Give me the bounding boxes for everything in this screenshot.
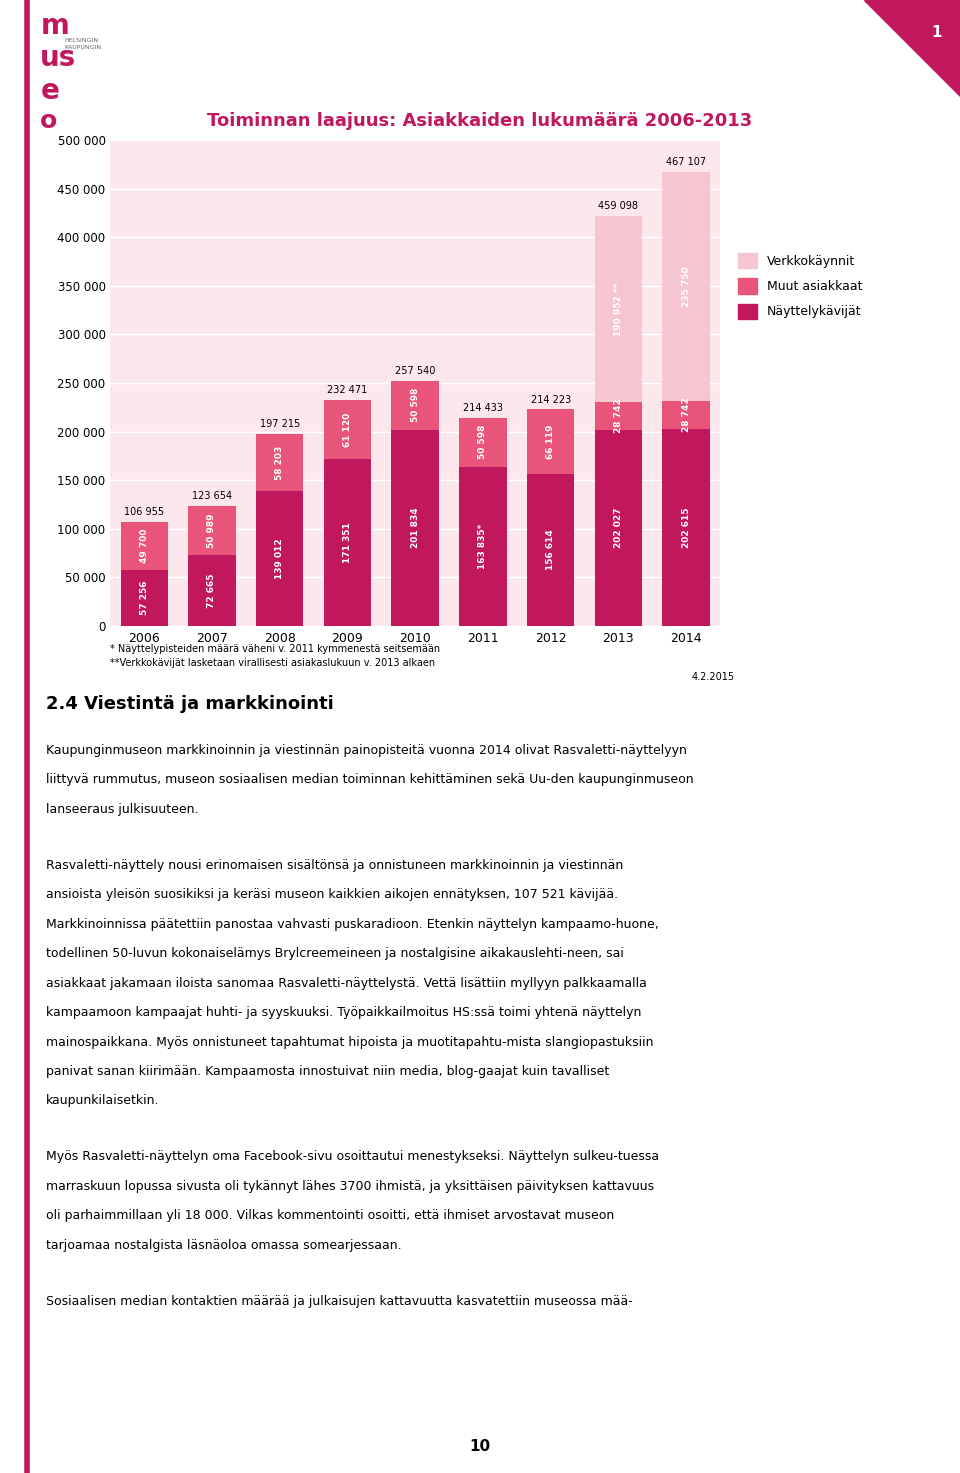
- Bar: [324, 401, 372, 460]
- Bar: [662, 429, 709, 626]
- Text: 201 834: 201 834: [411, 508, 420, 548]
- Text: 1: 1: [932, 25, 942, 40]
- Text: 156 614: 156 614: [546, 529, 555, 570]
- Text: 10: 10: [469, 1439, 491, 1454]
- Text: lanseeraus julkisuuteen.: lanseeraus julkisuuteen.: [46, 803, 199, 816]
- Bar: [256, 491, 303, 626]
- Text: tarjoamaa nostalgista läsnäoloa omassa somearjessaan.: tarjoamaa nostalgista läsnäoloa omassa s…: [46, 1239, 401, 1252]
- Text: HELSINGIN
KAUPUNGIN: HELSINGIN KAUPUNGIN: [64, 38, 102, 50]
- Text: 257 540: 257 540: [395, 365, 436, 376]
- Text: 58 203: 58 203: [276, 445, 284, 480]
- Bar: [256, 435, 303, 491]
- Text: ansioista yleisön suosikiksi ja keräsi museon kaikkien aikojen ennätyksen, 107 5: ansioista yleisön suosikiksi ja keräsi m…: [46, 888, 618, 901]
- Text: 2.4 Viestintä ja markkinointi: 2.4 Viestintä ja markkinointi: [46, 695, 334, 713]
- Text: e: e: [40, 77, 60, 105]
- Bar: [527, 474, 574, 626]
- Text: 163 835*: 163 835*: [478, 524, 488, 569]
- Text: 28 742: 28 742: [682, 398, 690, 433]
- Bar: [121, 521, 168, 570]
- Bar: [594, 402, 642, 430]
- Text: oli parhaimmillaan yli 18 000. Vilkas kommentointi osoitti, että ihmiset arvosta: oli parhaimmillaan yli 18 000. Vilkas ko…: [46, 1209, 614, 1223]
- Bar: [527, 409, 574, 474]
- Bar: [459, 417, 507, 467]
- Bar: [594, 217, 642, 402]
- Bar: [594, 430, 642, 626]
- Text: m: m: [40, 12, 69, 40]
- Text: 171 351: 171 351: [343, 523, 352, 563]
- Text: 28 742: 28 742: [613, 398, 623, 433]
- Bar: [662, 172, 709, 401]
- Bar: [392, 380, 439, 430]
- Text: marraskuun lopussa sivusta oli tykännyt lähes 3700 ihmistä, ja yksittäisen päivi: marraskuun lopussa sivusta oli tykännyt …: [46, 1180, 654, 1193]
- Text: o: o: [40, 109, 58, 133]
- Text: 61 120: 61 120: [343, 412, 352, 446]
- Text: 467 107: 467 107: [666, 158, 707, 166]
- Text: 202 615: 202 615: [682, 507, 690, 548]
- Bar: [188, 505, 236, 555]
- Text: 235 750: 235 750: [682, 267, 690, 306]
- Text: **Verkkokävijät lasketaan virallisesti asiakaslukuun v. 2013 alkaen: **Verkkokävijät lasketaan virallisesti a…: [110, 658, 436, 669]
- Text: 49 700: 49 700: [140, 529, 149, 564]
- Text: 232 471: 232 471: [327, 384, 368, 395]
- Text: 459 098: 459 098: [598, 202, 638, 211]
- Text: Kaupunginmuseon markkinoinnin ja viestinnän painopisteitä vuonna 2014 olivat Ras: Kaupunginmuseon markkinoinnin ja viestin…: [46, 744, 687, 757]
- Text: Sosiaalisen median kontaktien määrää ja julkaisujen kattavuutta kasvatettiin mus: Sosiaalisen median kontaktien määrää ja …: [46, 1295, 633, 1308]
- Text: 123 654: 123 654: [192, 491, 232, 501]
- Text: todellinen 50-luvun kokonaiselämys Brylcreemeineen ja nostalgisine aikakauslehti: todellinen 50-luvun kokonaiselämys Brylc…: [46, 947, 624, 960]
- Text: mainospaikkana. Myös onnistuneet tapahtumat hipoista ja muotitapahtu-mista slang: mainospaikkana. Myös onnistuneet tapahtu…: [46, 1036, 654, 1049]
- Text: asiakkaat jakamaan iloista sanomaa Rasvaletti-näyttelystä. Vettä lisättiin mylly: asiakkaat jakamaan iloista sanomaa Rasva…: [46, 977, 647, 990]
- Text: 214 223: 214 223: [531, 395, 571, 405]
- Text: liittyvä rummutus, museon sosiaalisen median toiminnan kehittäminen sekä Uu-den : liittyvä rummutus, museon sosiaalisen me…: [46, 773, 694, 787]
- Bar: [662, 401, 709, 429]
- Bar: [121, 570, 168, 626]
- Bar: [324, 460, 372, 626]
- Text: * Näyttelypisteiden määrä väheni v. 2011 kymmenestä seitsemään: * Näyttelypisteiden määrä väheni v. 2011…: [110, 644, 441, 654]
- Text: Markkinoinnissa päätettiin panostaa vahvasti puskaradioon. Etenkin näyttelyn kam: Markkinoinnissa päätettiin panostaa vahv…: [46, 918, 659, 931]
- Text: Myös Rasvaletti-näyttelyn oma Facebook-sivu osoittautui menestykseksi. Näyttelyn: Myös Rasvaletti-näyttelyn oma Facebook-s…: [46, 1150, 660, 1164]
- Text: 57 256: 57 256: [140, 580, 149, 616]
- Text: 50 989: 50 989: [207, 514, 217, 548]
- Text: us: us: [40, 44, 77, 72]
- Text: 202 027: 202 027: [613, 508, 623, 548]
- Text: 66 119: 66 119: [546, 424, 555, 460]
- Text: 197 215: 197 215: [259, 420, 300, 430]
- Text: 4.2.2015: 4.2.2015: [691, 672, 734, 682]
- Text: 106 955: 106 955: [124, 507, 164, 517]
- Text: 50 598: 50 598: [478, 426, 488, 460]
- Bar: [392, 430, 439, 626]
- Text: 139 012: 139 012: [276, 538, 284, 579]
- Legend: Verkkokäynnit, Muut asiakkaat, Näyttelykävijät: Verkkokäynnit, Muut asiakkaat, Näyttelyk…: [738, 253, 863, 318]
- Bar: [459, 467, 507, 626]
- Bar: [188, 555, 236, 626]
- Text: Rasvaletti-näyttely nousi erinomaisen sisältönsä ja onnistuneen markkinoinnin ja: Rasvaletti-näyttely nousi erinomaisen si…: [46, 859, 623, 872]
- Text: panivat sanan kiirimään. Kampaamosta innostuivat niin media, blog-gaajat kuin ta: panivat sanan kiirimään. Kampaamosta inn…: [46, 1065, 610, 1078]
- Text: 214 433: 214 433: [463, 402, 503, 412]
- Text: 50 598: 50 598: [411, 387, 420, 423]
- Text: Toiminnan laajuus: Asiakkaiden lukumäärä 2006-2013: Toiminnan laajuus: Asiakkaiden lukumäärä…: [207, 112, 753, 130]
- Text: kampaamoon kampaajat huhti- ja syyskuuksi. Työpaikkailmoitus HS:ssä toimi yhtenä: kampaamoon kampaajat huhti- ja syyskuuks…: [46, 1006, 641, 1019]
- Text: kaupunkilaisetkin.: kaupunkilaisetkin.: [46, 1094, 159, 1108]
- Text: 72 665: 72 665: [207, 573, 217, 608]
- Text: 190 952 **: 190 952 **: [613, 283, 623, 336]
